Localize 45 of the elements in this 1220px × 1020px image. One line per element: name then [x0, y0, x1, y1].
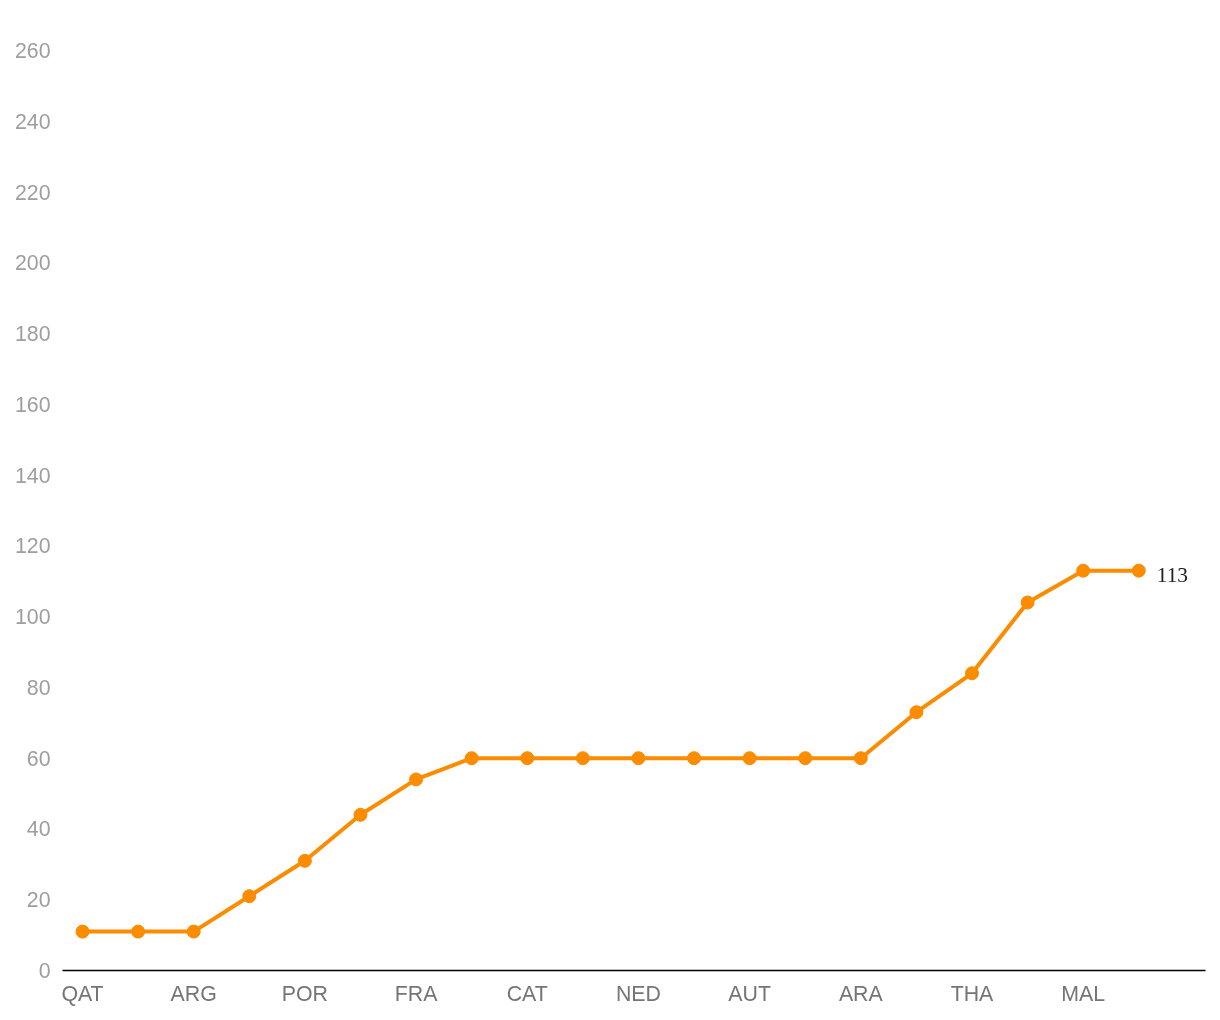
point: [409, 772, 424, 787]
point: [75, 924, 90, 939]
point: [353, 807, 368, 822]
point: [798, 751, 813, 766]
x-tick-label: CAT: [506, 981, 548, 1006]
point: [520, 751, 535, 766]
data-label: 113: [1156, 562, 1188, 587]
point: [464, 751, 479, 766]
point: [853, 751, 868, 766]
y-tick-label: 200: [14, 251, 51, 276]
x-tick-label: ARG: [170, 981, 217, 1006]
y-tick-label: 40: [26, 817, 51, 842]
point: [1131, 563, 1146, 578]
y-tick-label: 80: [26, 675, 51, 700]
y-tick-label: 0: [38, 959, 51, 983]
x-tick-label: POR: [281, 981, 328, 1006]
x-tick-label: THA: [950, 981, 995, 1006]
y-tick-label: 180: [14, 322, 51, 347]
y-tick-label: 260: [14, 39, 51, 63]
x-tick-label: ARA: [838, 981, 884, 1006]
point: [131, 924, 146, 939]
point: [186, 924, 201, 939]
x-tick-label: FRA: [394, 981, 439, 1006]
point: [909, 705, 924, 720]
point: [242, 889, 257, 904]
point: [297, 853, 312, 868]
y-tick-label: 100: [14, 605, 51, 630]
point: [575, 751, 590, 766]
y-tick-label: 120: [14, 534, 51, 559]
x-tick-label: AUT: [728, 981, 771, 1006]
x-tick-label: MAL: [1061, 981, 1106, 1006]
y-tick-label: 220: [14, 180, 51, 205]
point: [1020, 595, 1035, 610]
point: [742, 751, 757, 766]
point: [687, 751, 702, 766]
y-tick-label: 140: [14, 463, 51, 488]
point: [631, 751, 646, 766]
y-tick-label: 160: [14, 392, 51, 417]
x-tick-label: NED: [615, 981, 661, 1006]
y-tick-label: 20: [26, 888, 51, 913]
x-tick-label: QAT: [61, 981, 104, 1006]
point: [1076, 563, 1091, 578]
point: [965, 666, 980, 681]
y-tick-label: 60: [26, 746, 51, 771]
y-tick-label: 240: [14, 109, 51, 134]
